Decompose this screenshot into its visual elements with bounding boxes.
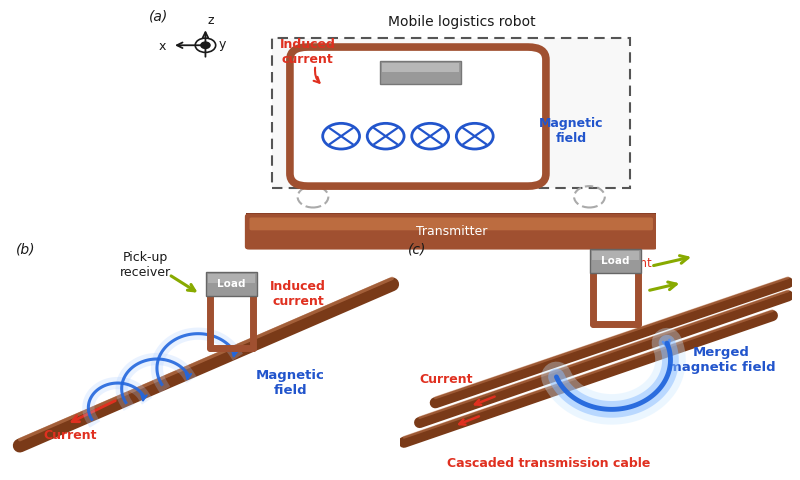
- Text: Magnetic
field: Magnetic field: [256, 369, 325, 397]
- Text: y: y: [218, 38, 226, 51]
- Text: Cascaded transmission cable: Cascaded transmission cable: [447, 457, 650, 470]
- Text: Current: Current: [420, 373, 473, 386]
- Text: Load: Load: [217, 279, 246, 289]
- Circle shape: [456, 123, 493, 149]
- Circle shape: [367, 123, 404, 149]
- FancyBboxPatch shape: [272, 38, 630, 188]
- Text: Pick-up
receiver: Pick-up receiver: [120, 251, 170, 278]
- Circle shape: [322, 123, 359, 149]
- Text: (c): (c): [408, 242, 426, 256]
- Text: (b): (b): [16, 242, 35, 256]
- FancyBboxPatch shape: [208, 275, 255, 283]
- Text: Induced
current: Induced current: [270, 280, 326, 308]
- FancyBboxPatch shape: [382, 63, 459, 72]
- Text: Merged
magnetic field: Merged magnetic field: [668, 346, 775, 374]
- FancyBboxPatch shape: [245, 214, 658, 250]
- Text: Induced
current: Induced current: [280, 38, 336, 66]
- Text: Mobile logistics robot: Mobile logistics robot: [388, 15, 535, 29]
- Text: x: x: [158, 40, 166, 53]
- Text: (a): (a): [149, 9, 168, 24]
- Circle shape: [412, 123, 449, 149]
- FancyBboxPatch shape: [290, 47, 546, 186]
- Text: Magnetic
field: Magnetic field: [539, 117, 604, 145]
- FancyBboxPatch shape: [592, 252, 639, 260]
- Polygon shape: [246, 213, 656, 249]
- Text: Transmitter: Transmitter: [415, 225, 487, 238]
- Circle shape: [201, 42, 210, 48]
- Text: Load: Load: [602, 256, 630, 266]
- FancyBboxPatch shape: [206, 272, 257, 296]
- FancyBboxPatch shape: [379, 61, 462, 84]
- FancyBboxPatch shape: [250, 217, 653, 230]
- FancyBboxPatch shape: [590, 249, 641, 273]
- Text: Current: Current: [43, 429, 97, 442]
- Text: Current: Current: [607, 257, 652, 270]
- Text: z: z: [208, 14, 214, 27]
